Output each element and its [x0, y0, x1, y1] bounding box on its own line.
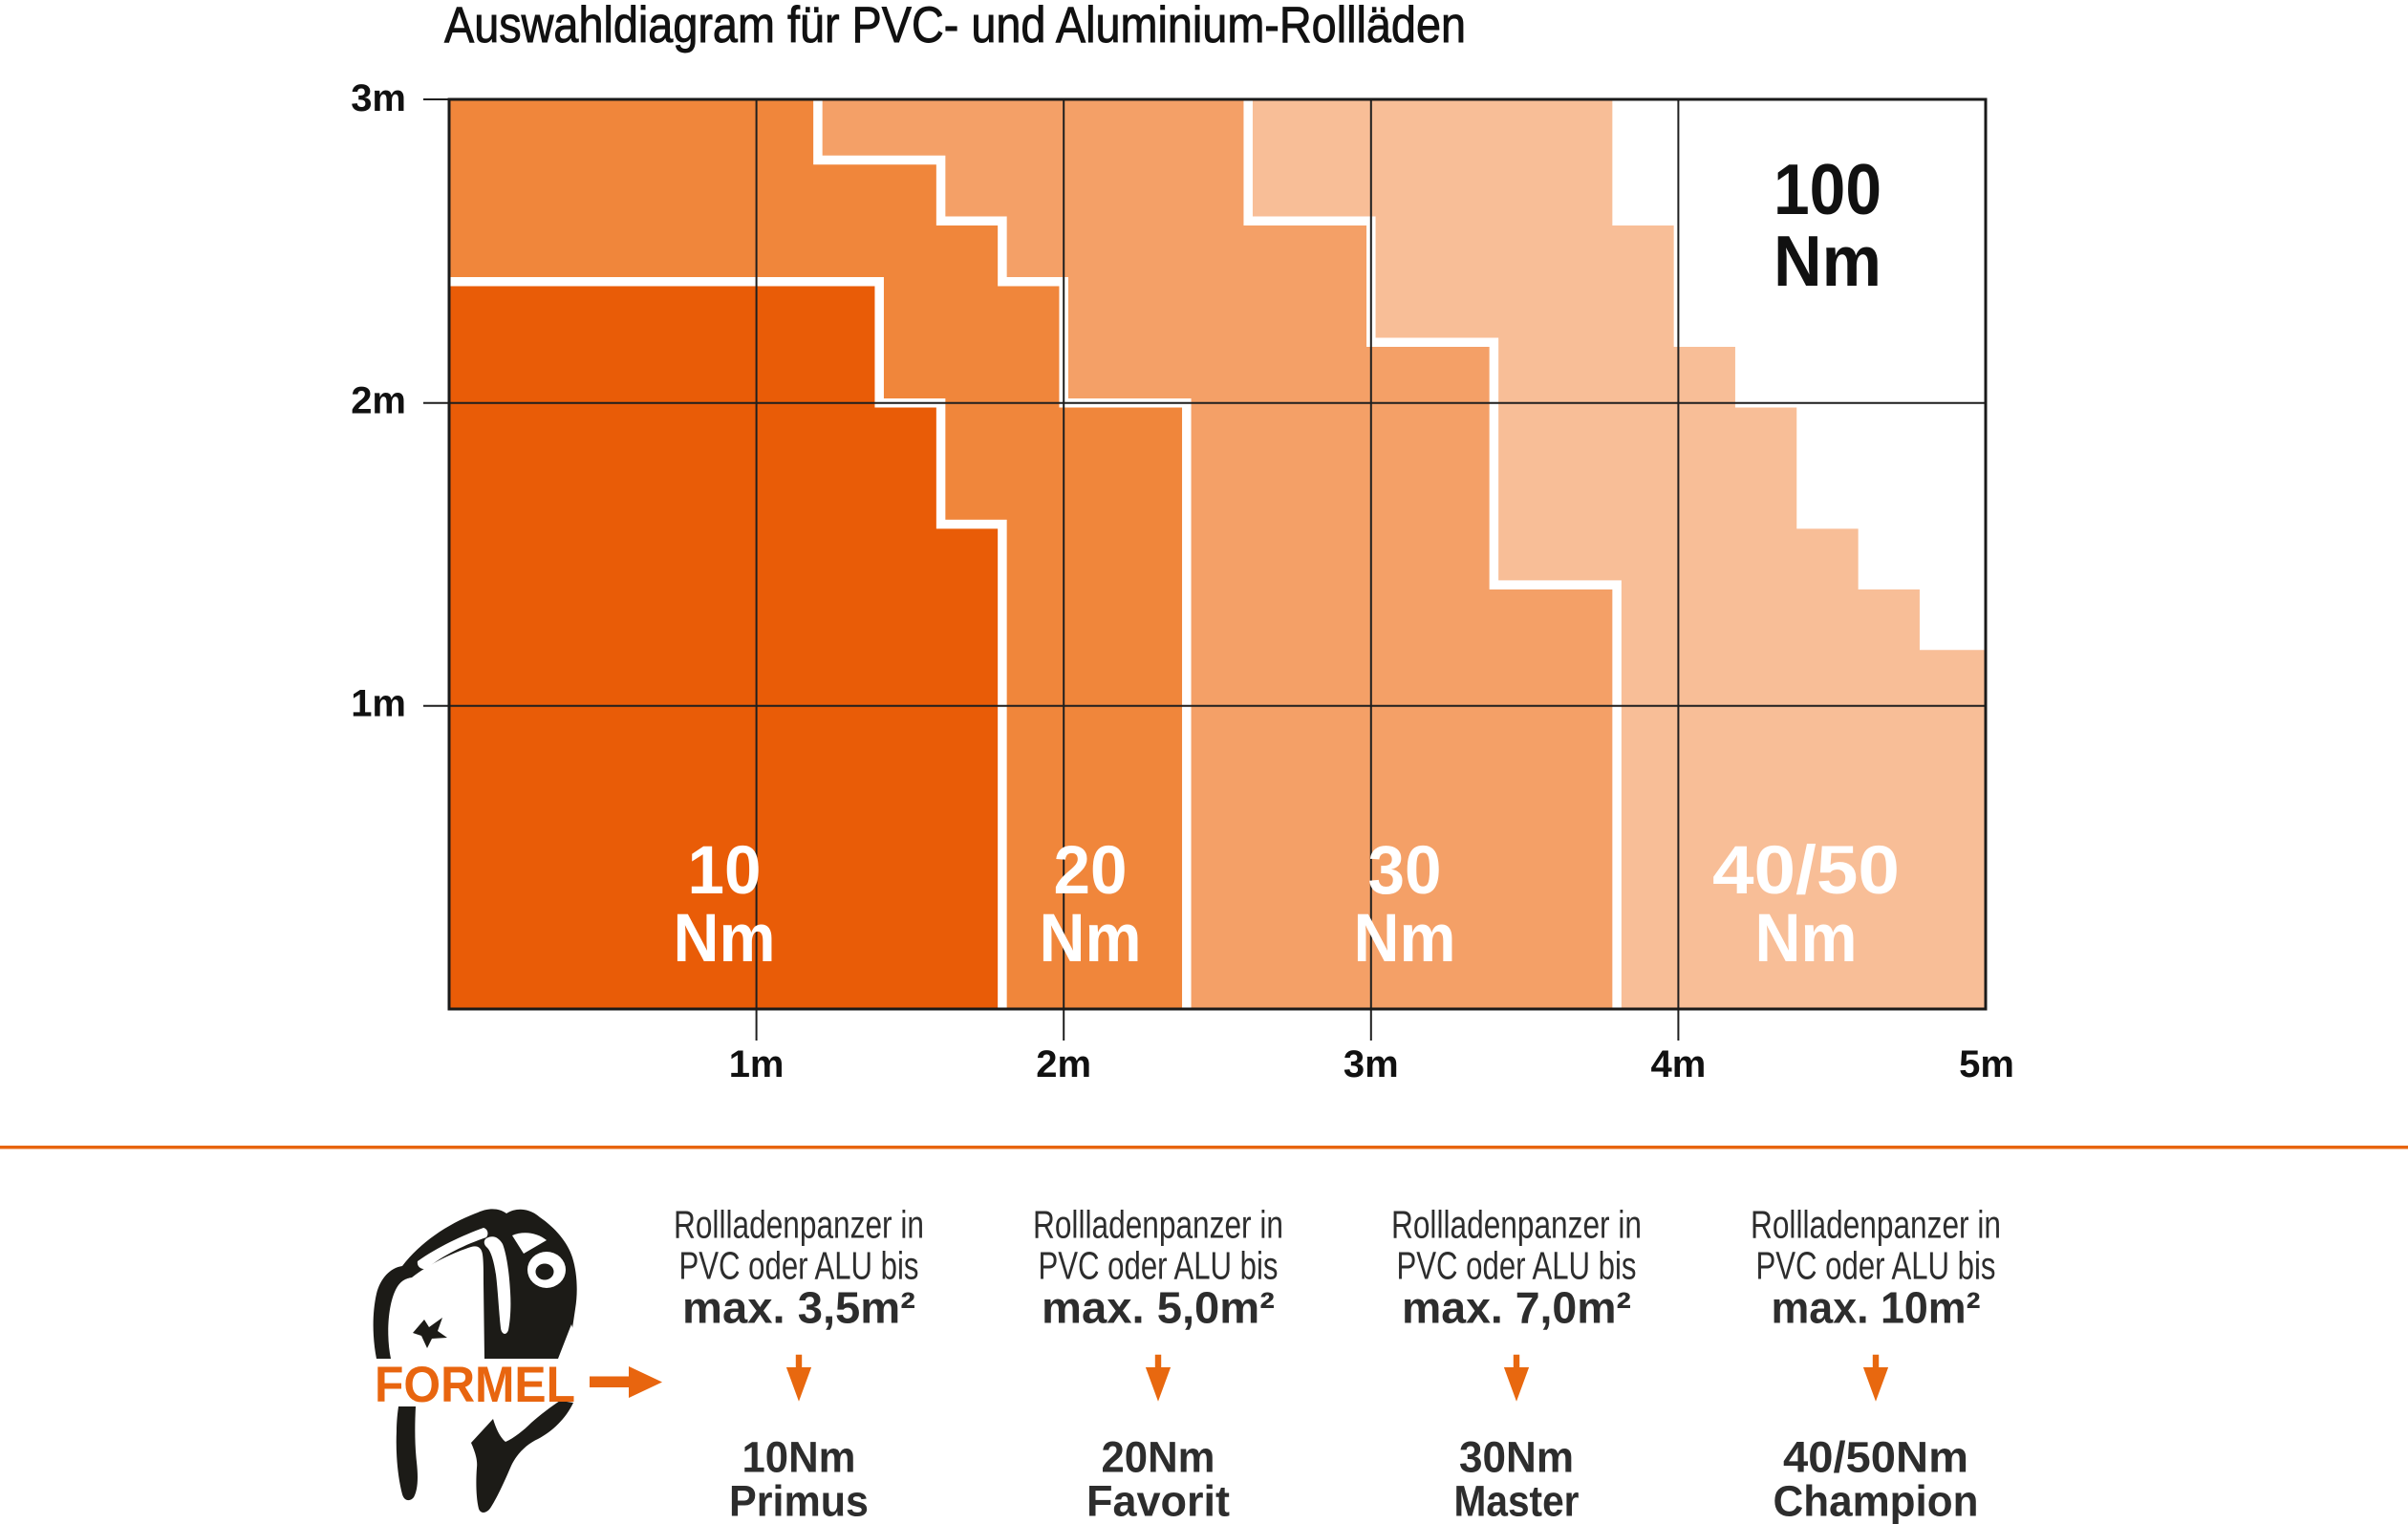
svg-text:Champion: Champion — [1774, 1477, 1979, 1524]
svg-text:PVC oder ALU bis: PVC oder ALU bis — [679, 1244, 919, 1288]
svg-text:10: 10 — [688, 833, 762, 909]
svg-text:2m: 2m — [351, 380, 406, 422]
svg-text:Nm: Nm — [1354, 901, 1456, 977]
svg-text:max. 7,0m²: max. 7,0m² — [1402, 1283, 1631, 1333]
svg-text:40/50Nm: 40/50Nm — [1783, 1433, 1968, 1482]
svg-text:PVC oder ALU bis: PVC oder ALU bis — [1039, 1244, 1279, 1288]
svg-text:Rollladenpanzer in: Rollladenpanzer in — [1391, 1203, 1642, 1247]
svg-text:max. 5,0m²: max. 5,0m² — [1042, 1283, 1275, 1333]
svg-text:Nm: Nm — [1755, 901, 1858, 977]
svg-text:10Nm: 10Nm — [742, 1433, 856, 1482]
svg-text:20Nm: 20Nm — [1102, 1433, 1215, 1482]
svg-text:3m: 3m — [1344, 1043, 1399, 1085]
svg-text:30: 30 — [1368, 833, 1442, 909]
svg-text:FORMEL: FORMEL — [375, 1357, 575, 1413]
svg-text:Favorit: Favorit — [1086, 1477, 1230, 1524]
svg-text:Rollladenpanzer in: Rollladenpanzer in — [674, 1203, 924, 1247]
svg-text:20: 20 — [1054, 833, 1128, 909]
svg-text:2m: 2m — [1036, 1043, 1091, 1085]
svg-text:Auswahldiagram für PVC- und Al: Auswahldiagram für PVC- und Aluminium-Ro… — [444, 0, 1466, 54]
svg-text:PVC oder ALU bis: PVC oder ALU bis — [1397, 1244, 1637, 1288]
svg-text:Rollladenpanzer in: Rollladenpanzer in — [1751, 1203, 2001, 1247]
svg-text:1m: 1m — [729, 1043, 785, 1085]
svg-text:4m: 4m — [1650, 1043, 1706, 1085]
svg-text:40/50: 40/50 — [1712, 833, 1900, 909]
svg-text:Master: Master — [1454, 1477, 1580, 1524]
svg-text:5m: 5m — [1959, 1043, 2014, 1085]
svg-text:max. 10m²: max. 10m² — [1772, 1283, 1981, 1333]
svg-text:100: 100 — [1774, 149, 1881, 229]
svg-text:Nm: Nm — [1774, 221, 1881, 301]
svg-text:1m: 1m — [351, 683, 406, 725]
svg-text:PVC oder ALU bis: PVC oder ALU bis — [1756, 1244, 1996, 1288]
svg-text:3m: 3m — [351, 77, 406, 119]
svg-text:Primus: Primus — [729, 1477, 869, 1524]
svg-text:Nm: Nm — [674, 901, 776, 977]
svg-text:Nm: Nm — [1040, 901, 1142, 977]
svg-text:max. 3,5m²: max. 3,5m² — [682, 1283, 915, 1333]
svg-text:30Nm: 30Nm — [1459, 1433, 1574, 1482]
svg-text:Rollladenpanzer in: Rollladenpanzer in — [1033, 1203, 1283, 1247]
